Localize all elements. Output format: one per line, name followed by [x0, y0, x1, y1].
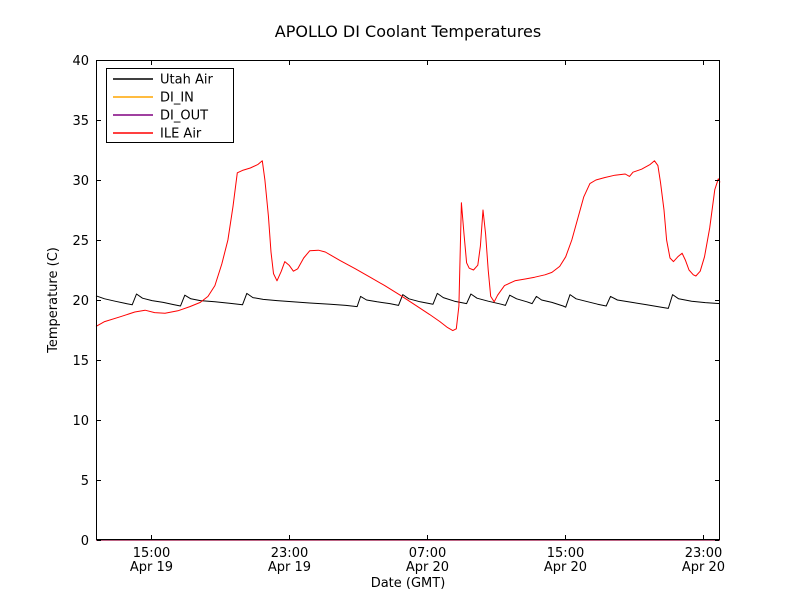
y-tick-label: 35 — [72, 114, 89, 129]
y-tick-label: 0 — [81, 534, 89, 549]
x-tick-label-time: 15:00 — [547, 546, 584, 561]
x-tick-label-date: Apr 19 — [130, 560, 173, 575]
legend-item: ILE Air — [113, 127, 202, 142]
x-tick-label-time: 07:00 — [409, 546, 446, 561]
chart-title: APOLLO DI Coolant Temperatures — [275, 22, 541, 41]
legend: Utah Air DI_IN DI_OUT ILE Air — [106, 68, 234, 143]
legend-item: DI_IN — [113, 91, 194, 106]
series-line-utah-air — [95, 292, 721, 309]
legend-label: Utah Air — [160, 73, 213, 88]
legend-label: DI_IN — [160, 91, 194, 106]
y-tick-label: 30 — [72, 174, 89, 189]
x-tick-label-time: 15:00 — [133, 546, 170, 561]
series-line-ile-air — [95, 160, 721, 332]
x-tick-label-time: 23:00 — [271, 546, 308, 561]
x-tick-label-time: 23:00 — [685, 546, 722, 561]
x-axis-label: Date (GMT) — [371, 576, 446, 591]
y-axis-label: Temperature (C) — [46, 247, 61, 354]
x-tick-label-date: Apr 20 — [406, 560, 449, 575]
x-tick-label-date: Apr 19 — [268, 560, 311, 575]
series-layer — [95, 160, 721, 541]
y-tick-label: 10 — [72, 414, 89, 429]
y-tick-label: 40 — [72, 54, 89, 69]
y-tick-label: 20 — [72, 294, 89, 309]
x-tick-label-date: Apr 20 — [544, 560, 587, 575]
legend-label: DI_OUT — [160, 109, 208, 124]
legend-box — [106, 68, 234, 143]
legend-item: Utah Air — [113, 73, 213, 88]
legend-item: DI_OUT — [113, 109, 208, 124]
x-tick-label-date: Apr 20 — [682, 560, 725, 575]
y-tick-label: 15 — [72, 354, 89, 369]
legend-label: ILE Air — [160, 127, 202, 142]
y-tick-label: 5 — [81, 474, 89, 489]
plot-border — [96, 60, 720, 540]
y-tick-label: 25 — [72, 234, 89, 249]
